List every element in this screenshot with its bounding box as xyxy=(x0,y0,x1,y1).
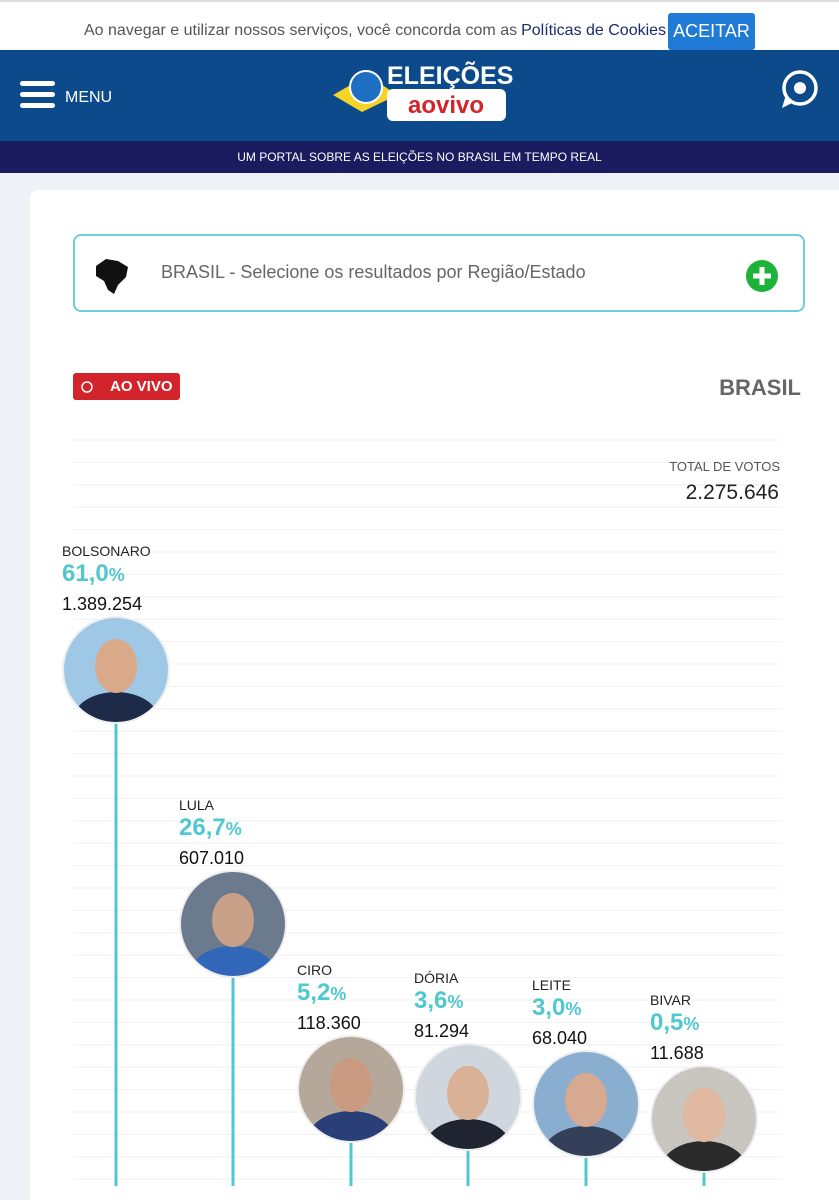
candidate-percent: 61,0% xyxy=(62,560,125,588)
menu-bar xyxy=(20,92,55,97)
candidate-votes: 81.294 xyxy=(414,1021,470,1041)
menu-icon[interactable] xyxy=(20,81,55,108)
candidate-name: CIRO xyxy=(297,962,332,978)
header-graphics: ELEIÇÕES aovivo xyxy=(20,60,818,121)
live-dot-ring xyxy=(81,381,93,393)
candidate-votes: 607.010 xyxy=(179,848,245,868)
logo[interactable]: ELEIÇÕES aovivo xyxy=(333,60,513,121)
logo-top: ELEIÇÕES xyxy=(387,60,513,90)
add-plus xyxy=(759,267,765,285)
whatsapp-tail xyxy=(782,98,792,108)
cookie-link[interactable]: Políticas de Cookies xyxy=(521,22,667,39)
photo-face xyxy=(212,893,254,947)
photo-body xyxy=(660,1141,748,1172)
selector-text: BRASIL - Selecione os resultados por Reg… xyxy=(161,262,586,282)
accept-button[interactable]: ACEITAR xyxy=(668,13,755,50)
percent-value: 5,2 xyxy=(297,979,331,1006)
total-label: TOTAL DE VOTOS xyxy=(669,459,780,474)
brazil-map-icon xyxy=(96,259,128,294)
percent-sign: % xyxy=(447,992,464,1012)
total-votes: 2.275.646 xyxy=(685,481,779,504)
percent-sign: % xyxy=(330,984,347,1004)
candidate-name: DÓRIA xyxy=(414,970,459,986)
percent-sign: % xyxy=(565,999,582,1019)
photo-face xyxy=(683,1088,725,1142)
photo-ring xyxy=(650,1065,758,1173)
logo-box xyxy=(387,89,506,121)
candidate-name: LULA xyxy=(179,797,215,813)
cookie-text: Ao navegar e utilizar nossos serviços, v… xyxy=(84,22,518,39)
candidate-percent: 0,5% xyxy=(650,1009,699,1037)
photo-ring xyxy=(62,616,170,724)
menu-bar xyxy=(20,103,55,108)
menu-label[interactable]: MENU xyxy=(65,89,113,106)
candidate-name: LEITE xyxy=(532,977,571,993)
candidate-votes: 11.688 xyxy=(650,1043,704,1063)
region-selector[interactable] xyxy=(73,234,805,312)
whatsapp-icon[interactable] xyxy=(782,70,818,108)
candidate-votes: 68.040 xyxy=(532,1028,588,1048)
candidate-percent: 26,7% xyxy=(179,814,242,842)
live-badge: AO VIVO xyxy=(73,373,180,400)
photo-ring xyxy=(414,1043,522,1151)
candidate-percent: 5,2% xyxy=(297,979,346,1007)
candidate-percent: 3,6% xyxy=(414,987,463,1015)
region-title: BRASIL xyxy=(719,375,801,400)
percent-value: 61,0 xyxy=(62,560,109,587)
percent-value: 0,5 xyxy=(650,1009,684,1036)
results-card xyxy=(30,190,839,1200)
photo-face xyxy=(330,1058,372,1112)
candidate-name: BOLSONARO xyxy=(62,543,151,559)
candidate-votes: 118.360 xyxy=(297,1013,361,1033)
menu-bar xyxy=(20,81,55,86)
percent-value: 3,6 xyxy=(414,987,448,1014)
photo-ring xyxy=(297,1035,405,1143)
logo-bottom: aovivo xyxy=(408,92,484,119)
whatsapp-phone xyxy=(794,82,806,94)
percent-sign: % xyxy=(225,819,242,839)
photo-ring xyxy=(179,870,287,978)
photo-face xyxy=(565,1073,607,1127)
candidate-votes: 1.389.254 xyxy=(62,594,143,614)
logo-globe xyxy=(349,70,383,104)
candidate-percent: 3,0% xyxy=(532,994,581,1022)
live-dot xyxy=(81,381,93,393)
percent-sign: % xyxy=(108,565,125,585)
cookie-text-wrap: Ao navegar e utilizar nossos serviços, v… xyxy=(84,22,666,40)
whatsapp-ring xyxy=(782,70,818,106)
tagline: UM PORTAL SOBRE AS ELEIÇÕES NO BRASIL EM… xyxy=(0,141,839,173)
percent-value: 3,0 xyxy=(532,994,566,1021)
percent-sign: % xyxy=(683,1014,700,1034)
candidate-name: BIVAR xyxy=(650,992,691,1008)
photo-face xyxy=(447,1066,489,1120)
cookie-bar: Ao navegar e utilizar nossos serviços, v… xyxy=(0,0,839,50)
percent-value: 26,7 xyxy=(179,814,226,841)
photo-ring xyxy=(532,1050,640,1158)
photo-face xyxy=(95,639,137,693)
